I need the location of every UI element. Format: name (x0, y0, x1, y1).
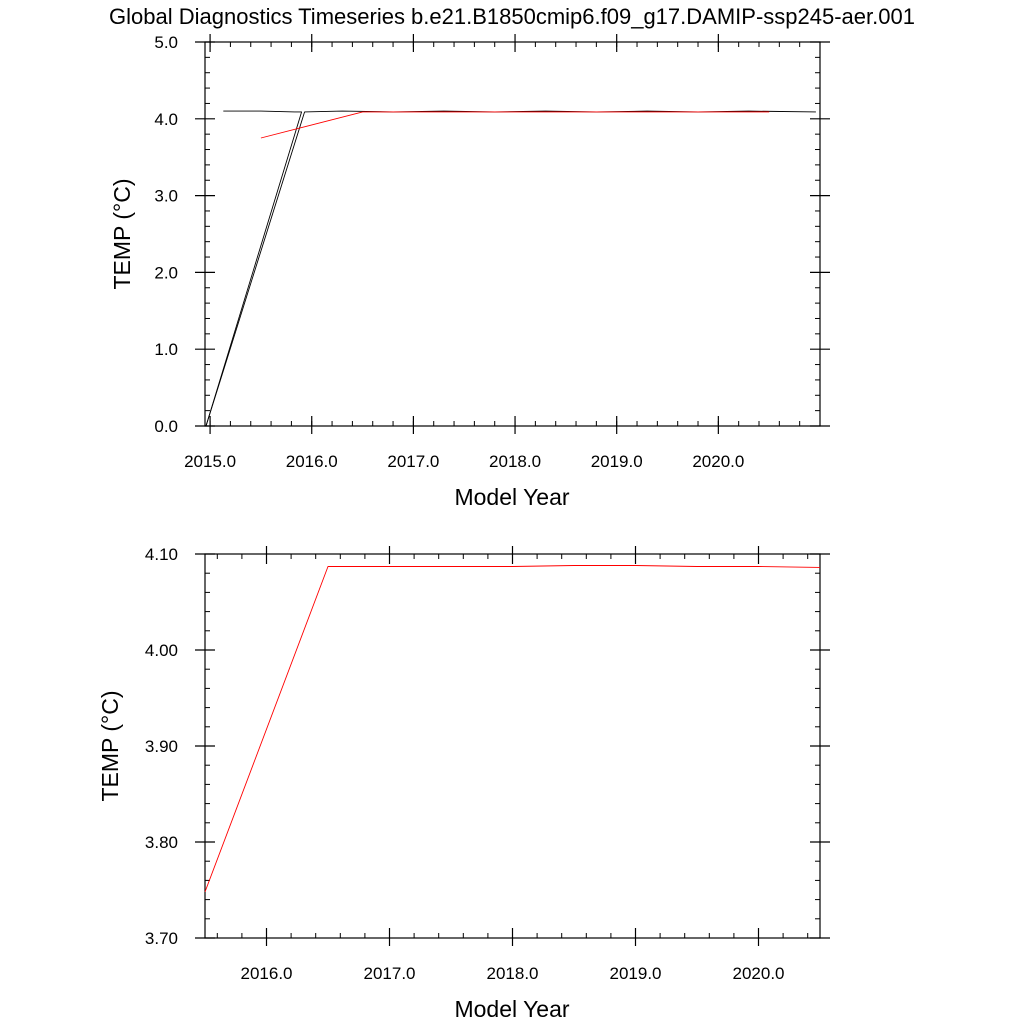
top-ylabel: TEMP (°C) (109, 179, 135, 290)
series-line-0-2 (260, 111, 770, 139)
top-xlabel: Model Year (454, 484, 569, 510)
y-tick-label: 0.0 (154, 417, 178, 436)
y-tick-label: 3.90 (145, 737, 178, 756)
top-panel: TEMP (°C) Model Year 2015.0 2016.0 2017.0 2… (109, 33, 830, 510)
x-tick-label: 2018.0 (487, 964, 539, 983)
x-tick-label: 2017.0 (364, 964, 416, 983)
y-tick-label: 4.00 (145, 641, 178, 660)
bottom-ylabel: TEMP (°C) (97, 691, 123, 802)
y-tick-label: 5.0 (154, 33, 178, 52)
y-tick-label: 1.0 (154, 340, 178, 359)
series-line-0-1 (205, 110, 816, 427)
plot-frame-0 (204, 41, 821, 427)
plot-frame-1 (204, 553, 821, 939)
x-tick-label: 2018.0 (489, 452, 541, 471)
bottom-xlabel: Model Year (454, 996, 569, 1022)
x-tick-label: 2016.0 (286, 452, 338, 471)
bottom-panel: TEMP (°C) Model Year 2016.0 2017.0 2018.0 2… (97, 545, 830, 1022)
y-tick-label: 2.0 (154, 263, 178, 282)
y-tick-label: 4.10 (145, 545, 178, 564)
y-tick-label: 3.80 (145, 833, 178, 852)
x-tick-label: 2015.0 (184, 452, 236, 471)
y-tick-label: 4.0 (154, 110, 178, 129)
figure-title: Global Diagnostics Timeseries b.e21.B185… (109, 4, 915, 29)
x-tick-label: 2017.0 (387, 452, 439, 471)
x-tick-label: 2019.0 (591, 452, 643, 471)
x-tick-label: 2016.0 (241, 964, 293, 983)
y-tick-label: 3.70 (145, 929, 178, 948)
series-line-1-0 (204, 565, 821, 893)
x-tick-label: 2020.0 (692, 452, 744, 471)
x-tick-label: 2019.0 (610, 964, 662, 983)
y-tick-label: 3.0 (154, 187, 178, 206)
series-line-0-0 (205, 110, 303, 427)
x-tick-label: 2020.0 (733, 964, 785, 983)
